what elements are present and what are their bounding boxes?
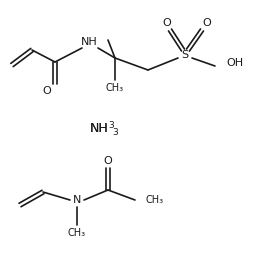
Text: O: O	[203, 18, 211, 28]
Text: CH₃: CH₃	[145, 195, 163, 205]
Text: O: O	[43, 86, 51, 96]
Text: OH: OH	[226, 58, 243, 68]
Text: O: O	[163, 18, 171, 28]
Text: NH: NH	[89, 121, 108, 134]
Text: CH₃: CH₃	[68, 228, 86, 238]
Text: O: O	[104, 156, 112, 166]
Text: NH: NH	[89, 121, 108, 134]
Text: 3: 3	[112, 127, 118, 136]
Text: S: S	[182, 50, 189, 60]
Text: CH₃: CH₃	[106, 83, 124, 93]
Text: N: N	[73, 195, 81, 205]
Text: 3: 3	[108, 121, 114, 130]
Text: NH: NH	[81, 37, 97, 47]
